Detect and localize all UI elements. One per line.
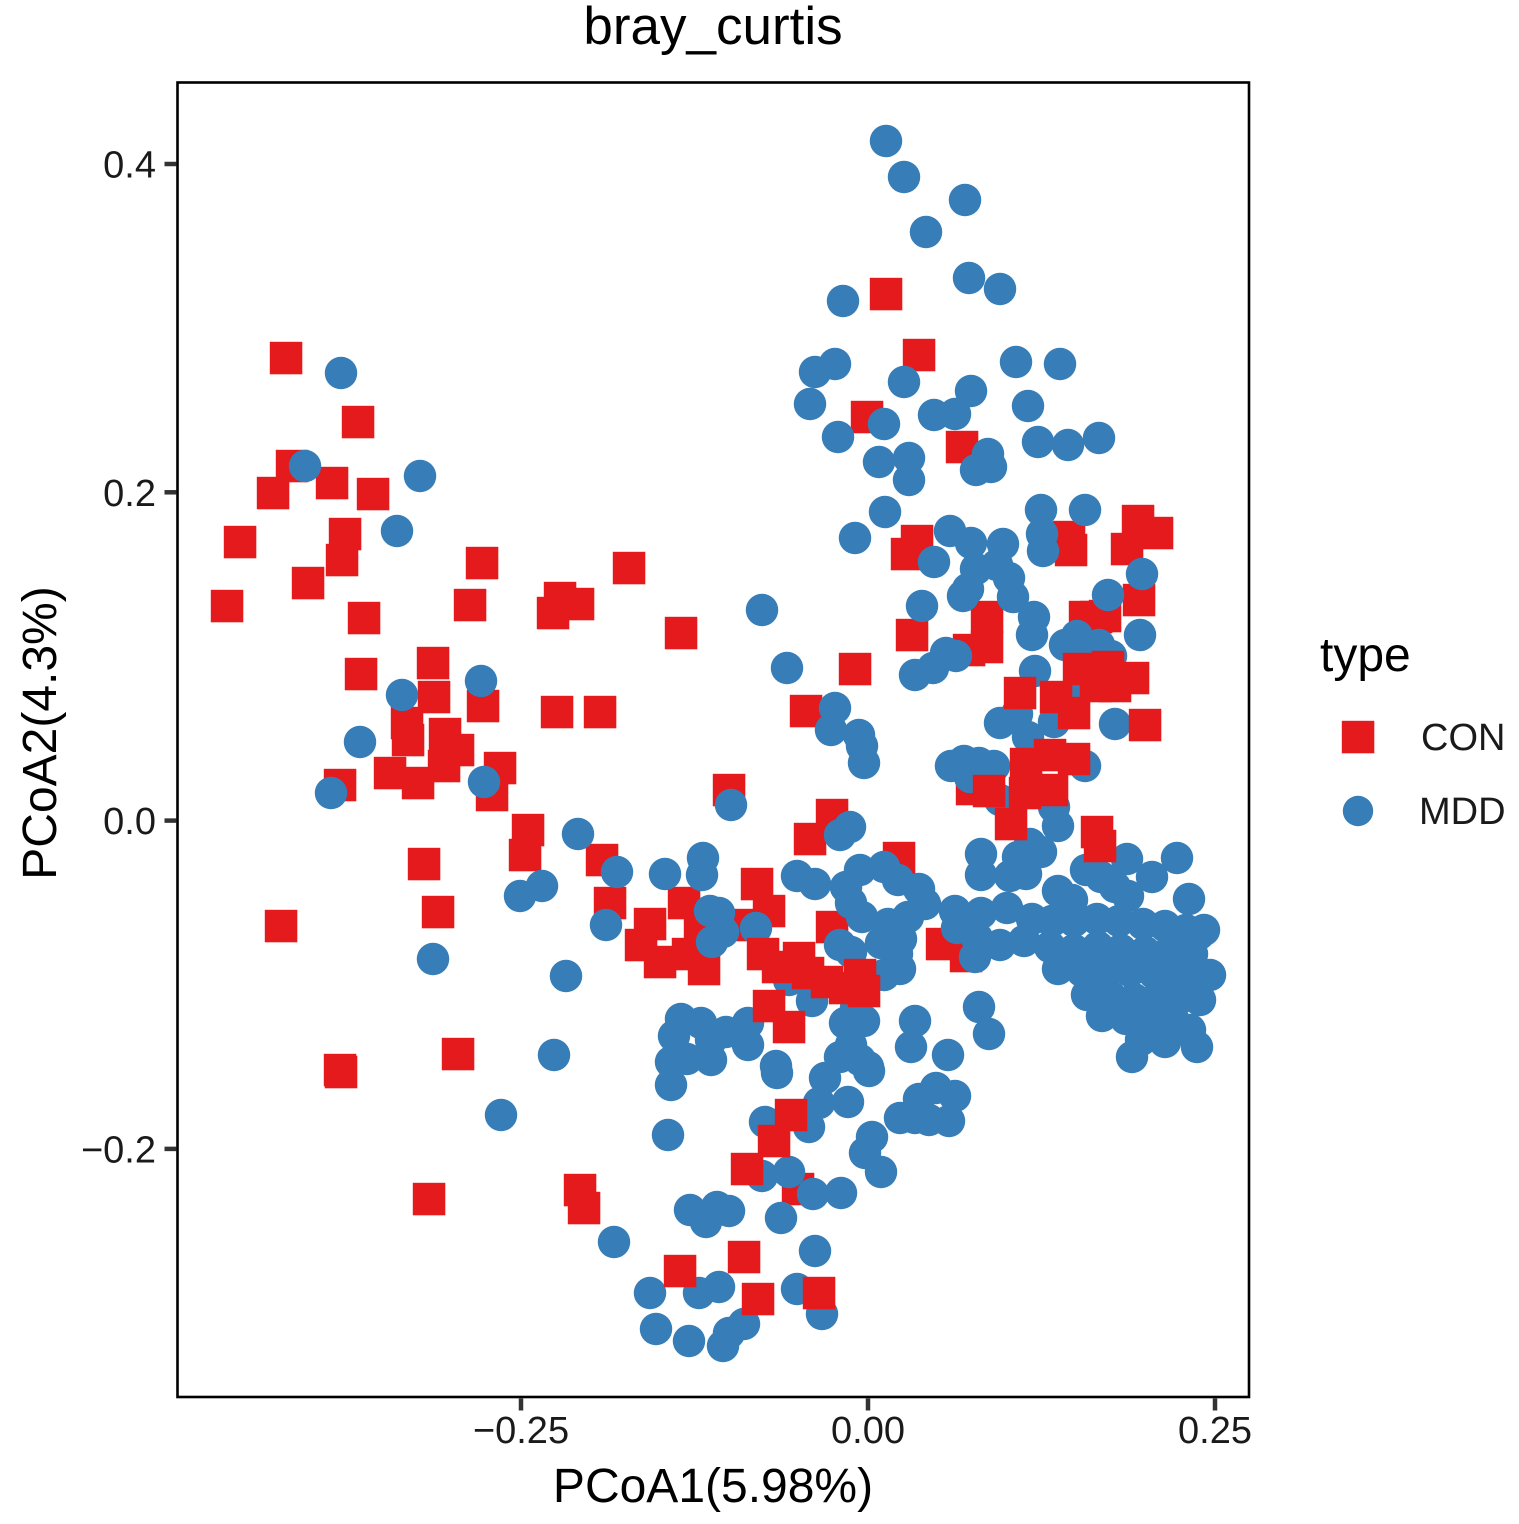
svg-text:CON: CON (1421, 717, 1505, 759)
svg-text:0.4: 0.4 (103, 145, 156, 187)
svg-text:PCoA2(4.3%): PCoA2(4.3%) (14, 586, 67, 879)
svg-text:bray_curtis: bray_curtis (583, 0, 842, 56)
svg-text:0.2: 0.2 (103, 473, 156, 515)
svg-text:PCoA1(5.98%): PCoA1(5.98%) (553, 1460, 873, 1513)
svg-text:0.25: 0.25 (1178, 1410, 1252, 1452)
svg-text:MDD: MDD (1419, 791, 1506, 833)
svg-text:−0.25: −0.25 (473, 1410, 569, 1452)
svg-text:−0.2: −0.2 (81, 1129, 156, 1171)
svg-text:type: type (1320, 629, 1411, 682)
svg-text:0.0: 0.0 (103, 801, 156, 843)
svg-text:0.00: 0.00 (831, 1410, 905, 1452)
